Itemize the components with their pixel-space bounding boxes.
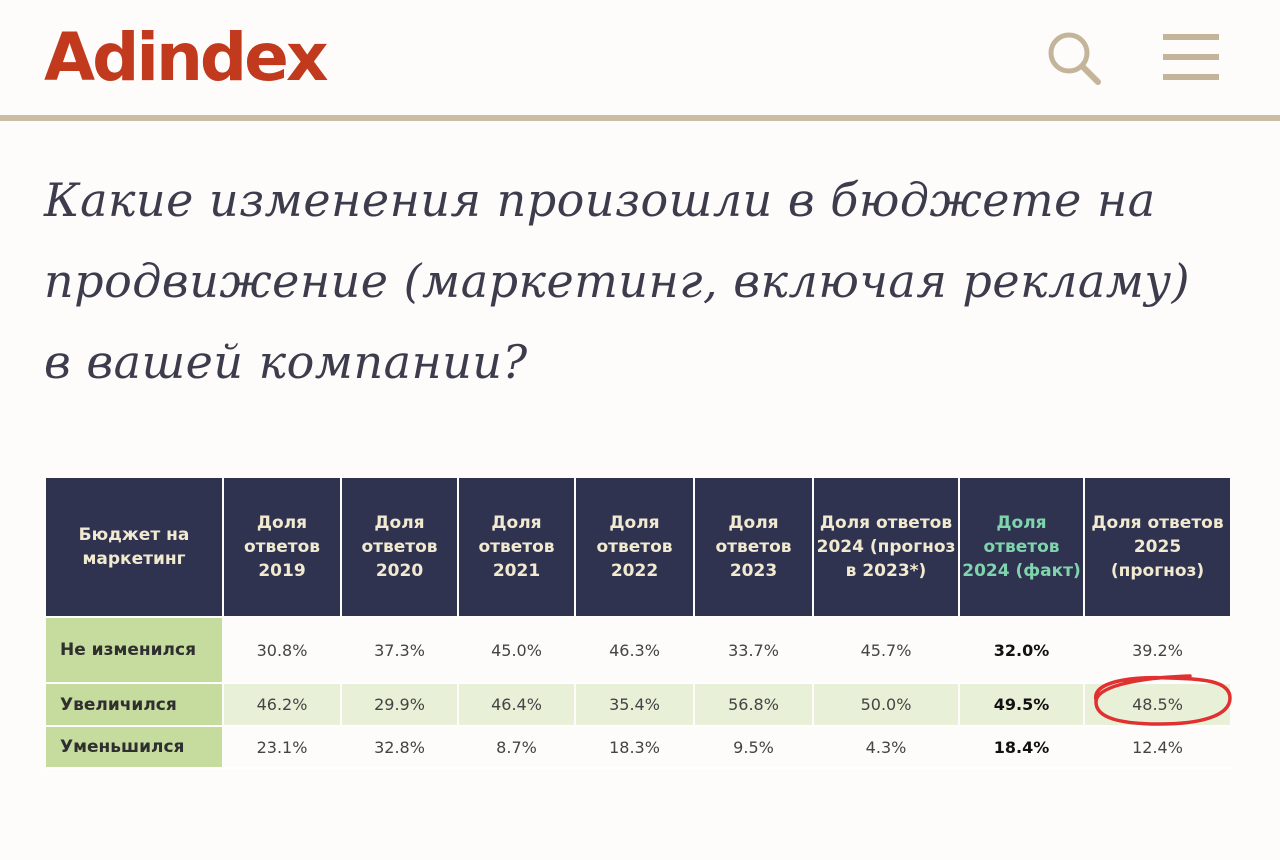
- column-header: Доля ответов 2023: [695, 478, 812, 618]
- column-header: Бюджет на маркетинг: [46, 478, 222, 618]
- adindex-logo[interactable]: Adindex: [44, 19, 329, 96]
- cell: 33.7%: [695, 618, 812, 684]
- cell: 45.0%: [459, 618, 574, 684]
- table-row: Уменьшился 23.1% 32.8% 8.7% 18.3% 9.5% 4…: [46, 727, 1230, 769]
- table-row: Не изменился 30.8% 37.3% 45.0% 46.3% 33.…: [46, 618, 1230, 684]
- cell: 35.4%: [576, 684, 693, 727]
- cell: 32.8%: [342, 727, 457, 769]
- cell: 8.7%: [459, 727, 574, 769]
- cell: 9.5%: [695, 727, 812, 769]
- row-label: Уменьшился: [46, 727, 222, 769]
- header-divider: [0, 115, 1280, 121]
- cell: 4.3%: [814, 727, 958, 769]
- cell: 30.8%: [224, 618, 340, 684]
- cell: 46.3%: [576, 618, 693, 684]
- cell: 46.2%: [224, 684, 340, 727]
- hamburger-menu-icon[interactable]: [1163, 34, 1219, 80]
- table-header-row: Бюджет на маркетинг Доля ответов 2019 До…: [46, 478, 1230, 618]
- column-header: Доля ответов 2022: [576, 478, 693, 618]
- row-label: Не изменился: [46, 618, 222, 684]
- column-header: Доля ответов 2024 (прогноз в 2023*): [814, 478, 958, 618]
- cell: 39.2%: [1085, 618, 1230, 684]
- column-header: Доля ответов 2020: [342, 478, 457, 618]
- column-header: Доля ответов 2025 (прогноз): [1085, 478, 1230, 618]
- cell: 48.5%: [1085, 684, 1230, 727]
- cell: 37.3%: [342, 618, 457, 684]
- cell: 56.8%: [695, 684, 812, 727]
- table-row: Увеличился 46.2% 29.9% 46.4% 35.4% 56.8%…: [46, 684, 1230, 727]
- cell: 32.0%: [960, 618, 1083, 684]
- column-header: Доля ответов 2024 (факт): [960, 478, 1083, 618]
- cell: 12.4%: [1085, 727, 1230, 769]
- row-label: Увеличился: [46, 684, 222, 727]
- cell: 49.5%: [960, 684, 1083, 727]
- cell: 29.9%: [342, 684, 457, 727]
- marketing-budget-table: Бюджет на маркетинг Доля ответов 2019 До…: [44, 478, 1232, 769]
- cell: 18.4%: [960, 727, 1083, 769]
- cell: 46.4%: [459, 684, 574, 727]
- article-title: Какие изменения произошли в бюджете на п…: [44, 173, 1191, 389]
- cell: 23.1%: [224, 727, 340, 769]
- column-header: Доля ответов 2019: [224, 478, 340, 618]
- column-header: Доля ответов 2021: [459, 478, 574, 618]
- cell: 50.0%: [814, 684, 958, 727]
- cell: 18.3%: [576, 727, 693, 769]
- search-icon[interactable]: [1046, 30, 1102, 86]
- cell: 45.7%: [814, 618, 958, 684]
